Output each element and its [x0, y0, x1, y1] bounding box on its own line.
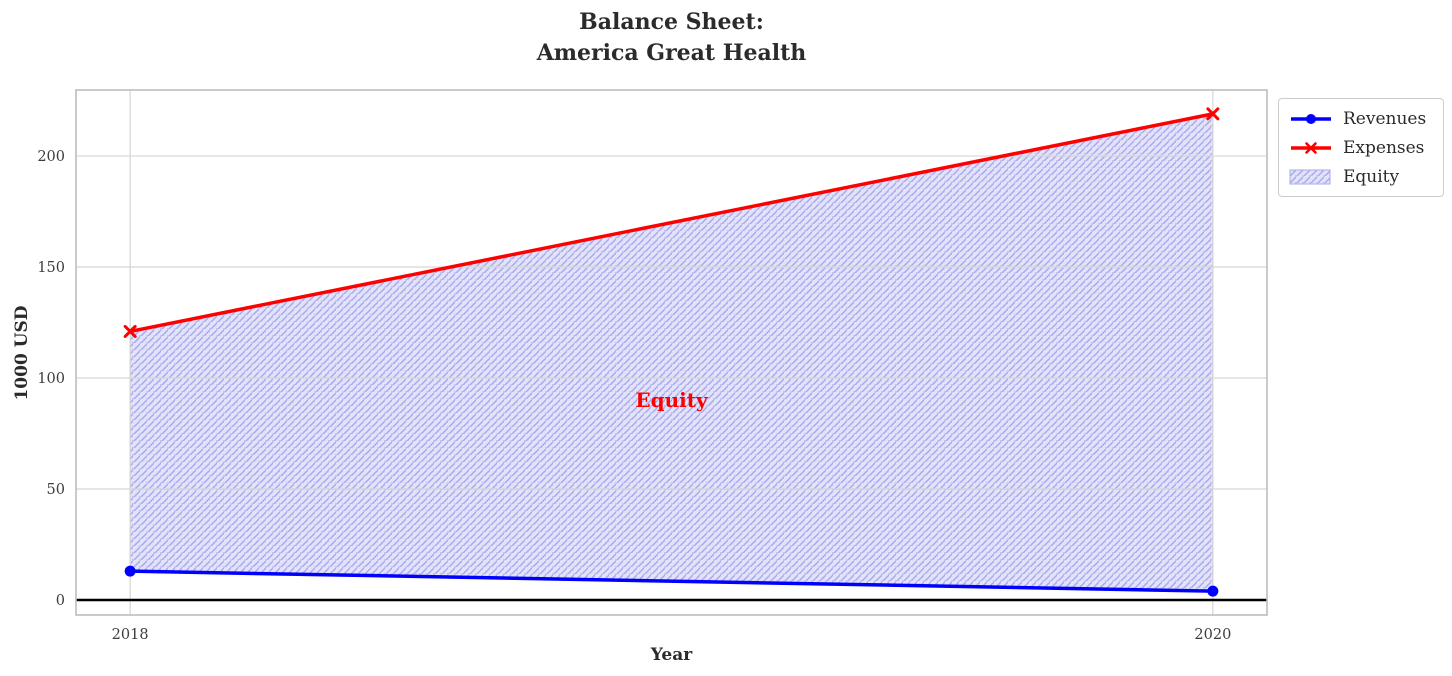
x-tick-label: 2018	[112, 627, 149, 643]
y-tick-label: 200	[37, 149, 65, 165]
chart-title-line2: America Great Health	[536, 40, 807, 66]
expenses-line	[128, 112, 1215, 334]
x-axis-label: Year	[650, 645, 693, 665]
revenues-line-icon	[1289, 111, 1333, 127]
y-tick-label: 100	[37, 371, 65, 387]
expenses-marker	[1206, 107, 1220, 121]
legend-label-equity: Equity	[1343, 166, 1400, 187]
revenues-marker	[1207, 585, 1219, 597]
revenues-line	[128, 569, 1215, 593]
legend-item-equity: Equity	[1289, 165, 1433, 188]
x-tick-label: 2020	[1194, 627, 1231, 643]
legend-label-expenses: Expenses	[1343, 137, 1425, 158]
chart-title-line1: Balance Sheet:	[579, 9, 764, 35]
legend-item-expenses: Expenses	[1289, 136, 1433, 159]
y-tick-label: 50	[47, 482, 65, 498]
equity-hatch-icon	[1289, 169, 1333, 185]
y-tick-label: 0	[56, 593, 65, 609]
expenses-line-icon	[1289, 140, 1333, 156]
expenses-marker	[123, 324, 137, 338]
legend-label-revenues: Revenues	[1343, 108, 1427, 129]
legend-item-revenues: Revenues	[1289, 107, 1433, 130]
y-tick-label: 150	[37, 260, 65, 276]
equity-area-label: Equity	[635, 388, 709, 412]
revenues-marker	[124, 565, 136, 577]
legend: Revenues Expenses Equity	[1278, 98, 1444, 197]
chart-title: Balance Sheet: America Great Health	[76, 7, 1267, 69]
equity-area	[129, 113, 1214, 592]
plot-border	[75, 89, 1268, 616]
y-axis-label: 1000 USD	[12, 305, 32, 401]
